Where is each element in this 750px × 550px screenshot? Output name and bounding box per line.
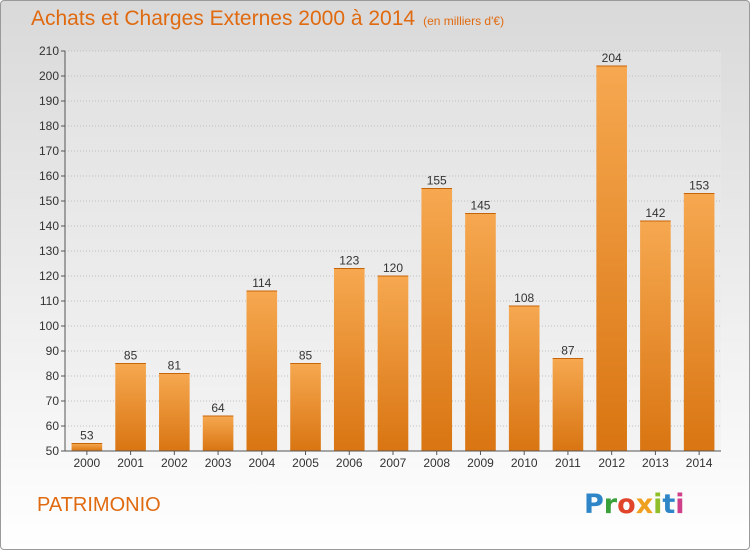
- y-tick-label: 70: [46, 394, 60, 408]
- y-tick-label: 140: [39, 219, 59, 233]
- data-label-2007: 120: [383, 261, 403, 275]
- x-tick-label-2008: 2008: [423, 456, 450, 470]
- y-tick-label: 130: [39, 244, 59, 258]
- bar-2004: [246, 291, 278, 451]
- bar-2003: [202, 416, 234, 451]
- y-tick-label: 110: [40, 294, 59, 308]
- brand-letter: i: [653, 489, 663, 520]
- brand-letter: r: [603, 489, 618, 520]
- x-tick-label-2012: 2012: [598, 456, 625, 470]
- x-tick-label-2001: 2001: [117, 456, 144, 470]
- y-tick-label: 200: [39, 69, 59, 83]
- data-label-2012: 204: [602, 51, 622, 65]
- data-label-2005: 85: [299, 349, 313, 363]
- x-tick-label-2010: 2010: [511, 456, 538, 470]
- commune-name: PATRIMONIO: [37, 494, 161, 516]
- y-tick-label: 160: [39, 169, 59, 183]
- data-label-2010: 108: [514, 291, 534, 305]
- bars: [71, 65, 715, 451]
- bar-2013: [640, 221, 671, 451]
- data-label-2009: 145: [470, 199, 490, 213]
- bar-2002: [159, 373, 190, 451]
- bar-2014: [683, 193, 715, 451]
- y-tick-label: 60: [46, 419, 60, 433]
- y-tick-label: 170: [39, 144, 59, 158]
- data-labels: 53 85 81 64 114 85 123 120 155 145 108 87 204 142 153: [80, 51, 709, 443]
- bar-2007: [377, 276, 409, 451]
- brand-letter: x: [635, 489, 654, 520]
- y-tick-label: 150: [39, 194, 59, 208]
- brand-letter: P: [584, 489, 604, 520]
- data-label-2013: 142: [645, 206, 665, 220]
- chart-title: Achats et Charges Externes 2000 à 2014 (e…: [31, 7, 504, 31]
- x-tick-label-2006: 2006: [336, 456, 363, 470]
- data-label-2002: 81: [168, 359, 182, 373]
- y-tick-label: 50: [46, 444, 60, 458]
- x-tick-label-2011: 2011: [555, 456, 581, 470]
- data-label-2014: 153: [689, 179, 709, 193]
- y-tick-label: 210: [39, 44, 59, 58]
- x-tick-label-2003: 2003: [205, 456, 232, 470]
- data-label-2006: 123: [339, 254, 359, 268]
- bar-2008: [421, 188, 453, 451]
- y-tick-label: 120: [39, 269, 59, 283]
- x-tick-label-2007: 2007: [380, 456, 407, 470]
- brand-letter: i: [675, 489, 685, 520]
- y-tick-label: 180: [39, 119, 59, 133]
- data-label-2003: 64: [211, 401, 225, 415]
- y-tick-label: 190: [39, 94, 59, 108]
- data-label-2011: 87: [561, 344, 575, 358]
- x-tick-label-2013: 2013: [642, 456, 669, 470]
- x-tick-label-2002: 2002: [161, 456, 188, 470]
- data-label-2004: 114: [252, 276, 271, 290]
- chart-title-text: Achats et Charges Externes 2000 à 2014: [31, 7, 416, 30]
- bar-2000: [71, 443, 103, 451]
- y-tick-label: 100: [39, 319, 59, 333]
- bar-2005: [290, 363, 321, 451]
- x-tick-label-2014: 2014: [686, 456, 713, 470]
- brand-letter: o: [617, 489, 636, 520]
- y-tick-label: 80: [46, 369, 60, 383]
- x-tick-label-2000: 2000: [74, 456, 101, 470]
- axes: 50 60 70 80 90 100 110 120 130 140 150 160 170 180 190…: [39, 44, 721, 470]
- bar-2010: [508, 306, 540, 451]
- x-tick-label-2009: 2009: [467, 456, 494, 470]
- data-label-2000: 53: [80, 429, 94, 443]
- data-label-2008: 155: [427, 174, 447, 188]
- bar-2006: [333, 268, 365, 451]
- bar-2001: [115, 363, 146, 451]
- bar-2011: [552, 358, 584, 451]
- data-label-2001: 85: [124, 349, 138, 363]
- bar-2009: [465, 213, 496, 451]
- x-tick-label-2005: 2005: [292, 456, 319, 470]
- bar-2012: [596, 66, 627, 451]
- proxiti-logo: Proxiti: [584, 489, 685, 520]
- brand-letter: t: [662, 489, 676, 520]
- x-tick-label-2004: 2004: [248, 456, 275, 470]
- chart-unit: (en milliers d'€): [423, 14, 505, 28]
- y-tick-label: 90: [46, 344, 60, 358]
